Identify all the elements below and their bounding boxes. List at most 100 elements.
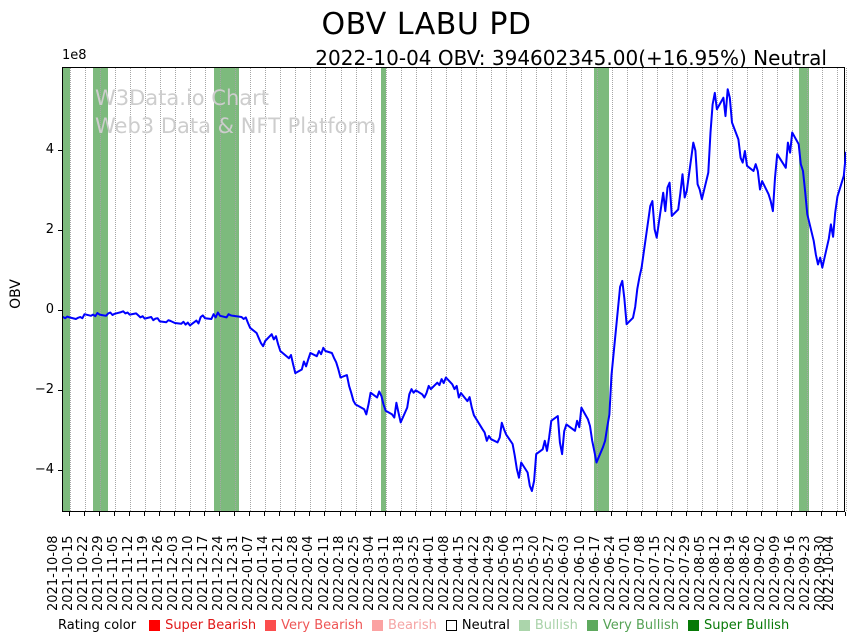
- x-tick-label: 2022-06-03: [557, 535, 573, 611]
- legend-title: Rating color: [58, 617, 137, 633]
- x-tick-label: 2022-03-11: [376, 535, 392, 611]
- gridline: [220, 68, 221, 511]
- gridline: [536, 68, 538, 511]
- x-tick-mark: [836, 512, 838, 516]
- x-tick-label: 2021-10-29: [90, 535, 106, 611]
- gridline: [325, 68, 327, 511]
- gridline: [370, 68, 372, 511]
- gridline: [445, 68, 447, 511]
- x-tick-mark: [685, 512, 687, 516]
- legend-swatch-bearish: [372, 619, 384, 631]
- rating-band: [63, 68, 70, 511]
- y-tick-label: −4: [34, 462, 54, 478]
- legend-label: Very Bullish: [602, 617, 679, 633]
- gridline: [114, 68, 116, 511]
- gridline: [716, 68, 718, 511]
- x-tick-label: 2022-09-09: [768, 535, 784, 611]
- legend-item-bullish: Bullish: [518, 618, 578, 633]
- rating-band: [594, 68, 610, 511]
- x-tick-mark: [264, 512, 266, 516]
- x-tick-label: 2022-08-12: [708, 535, 723, 611]
- gridline: [355, 68, 357, 511]
- x-tick-label: 2022-04-22: [467, 535, 483, 611]
- x-tick-label: 2022-05-20: [527, 535, 543, 611]
- x-tick-mark: [158, 512, 160, 516]
- watermark-line1: W3Data.io Chart: [95, 86, 270, 110]
- gridline: [822, 68, 824, 511]
- x-tick-label: 2022-08-05: [692, 535, 708, 611]
- rating-legend: Rating color Super Bearish Very Bearish Be…: [58, 613, 789, 637]
- x-tick-label: 2021-12-31: [226, 535, 242, 611]
- gridline: [189, 68, 191, 511]
- x-tick-mark: [460, 512, 461, 516]
- gridline: [656, 68, 658, 511]
- x-tick-mark: [444, 512, 446, 516]
- x-tick-label: 2022-07-01: [617, 535, 633, 611]
- x-tick-mark: [610, 512, 612, 516]
- x-tick-mark: [414, 512, 416, 516]
- x-tick-mark: [324, 512, 326, 516]
- x-tick-mark: [98, 512, 100, 516]
- gridline: [250, 68, 252, 511]
- x-tick-label: 2022-02-18: [331, 535, 347, 611]
- x-tick-mark: [520, 512, 522, 516]
- x-tick-label: 2022-01-07: [241, 535, 257, 611]
- x-tick-label: 2021-10-08: [45, 535, 61, 611]
- x-tick-mark: [113, 512, 115, 516]
- x-tick-mark: [429, 512, 431, 516]
- x-tick-mark: [173, 512, 175, 516]
- gridline: [792, 68, 794, 511]
- gridline: [837, 68, 839, 511]
- legend-item-very-bullish: Very Bullish: [586, 617, 679, 633]
- x-tick-mark: [565, 512, 567, 516]
- chart-title: OBV LABU PD: [321, 7, 532, 42]
- gridline: [762, 68, 764, 511]
- x-tick-mark: [845, 512, 846, 516]
- legend-label: Bearish: [388, 617, 437, 633]
- x-tick-label: 2021-11-19: [135, 535, 151, 611]
- gridline: [596, 68, 598, 511]
- x-tick-label: 2021-11-26: [150, 535, 166, 611]
- x-tick-label: 2022-01-21: [271, 535, 287, 611]
- x-tick-mark: [535, 512, 537, 516]
- gridline: [807, 68, 809, 511]
- x-tick-mark: [249, 512, 251, 516]
- x-tick-mark: [580, 512, 582, 516]
- x-tick-label: 2022-04-29: [482, 535, 498, 611]
- x-tick-mark: [670, 512, 672, 516]
- gridline: [385, 68, 387, 511]
- legend-label: Very Bearish: [281, 617, 364, 633]
- legend-swatch-very-bearish: [265, 619, 277, 631]
- x-tick-label: 2022-02-11: [316, 535, 332, 611]
- x-tick-label: 2021-12-24: [211, 535, 227, 611]
- x-tick-mark: [806, 512, 808, 516]
- x-tick-label: 2022-09-16: [783, 535, 799, 611]
- y-axis-offset-label: 1e8: [62, 48, 87, 63]
- gridline: [415, 68, 417, 511]
- x-tick-label: 2022-03-25: [406, 535, 422, 611]
- y-tick-label: −2: [34, 382, 54, 398]
- gridline: [340, 68, 342, 511]
- rating-band: [381, 68, 386, 511]
- gridline: [69, 68, 71, 511]
- x-tick-mark: [369, 512, 371, 516]
- y-tick-mark: [58, 470, 62, 472]
- x-tick-mark: [143, 512, 145, 516]
- y-tick-mark: [58, 229, 62, 231]
- gridline: [461, 68, 462, 511]
- x-tick-label: 2022-08-19: [723, 535, 738, 611]
- x-tick-mark: [761, 512, 763, 516]
- y-tick-mark: [58, 309, 62, 311]
- obv-line-series: [63, 88, 846, 492]
- gridline: [310, 68, 312, 511]
- gridline: [280, 68, 282, 511]
- legend-item-super-bullish: Super Bullish: [687, 618, 789, 633]
- x-tick-mark: [234, 512, 236, 516]
- x-tick-mark: [399, 512, 401, 516]
- gridline: [521, 68, 523, 511]
- gridline: [581, 68, 583, 511]
- gridline: [506, 68, 508, 511]
- x-tick-mark: [715, 512, 717, 516]
- x-tick-mark: [219, 512, 220, 516]
